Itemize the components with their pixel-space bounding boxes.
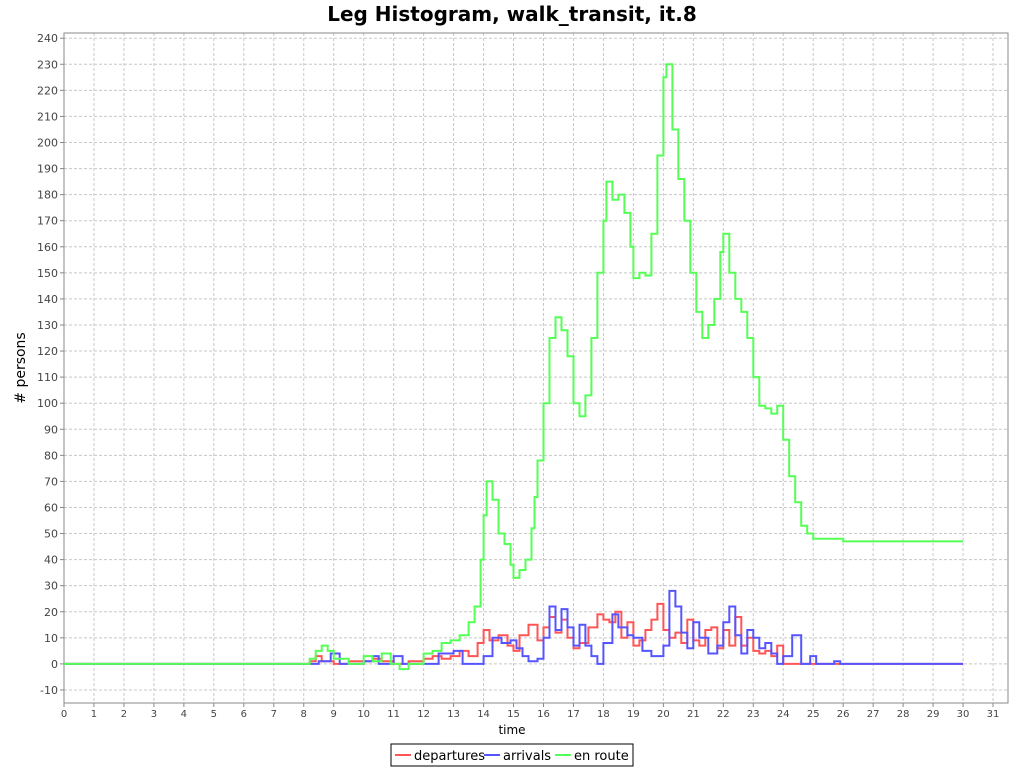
- x-tick-label: 26: [837, 709, 850, 720]
- x-tick-label: 21: [687, 709, 700, 720]
- legend: departures arrivals en route: [390, 743, 634, 767]
- x-tick-label: 17: [567, 709, 580, 720]
- x-tick-label: 1: [91, 709, 97, 720]
- x-tick-label: 8: [301, 709, 307, 720]
- y-tick-label: 80: [44, 449, 58, 462]
- chart-title: Leg Histogram, walk_transit, it.8: [327, 2, 697, 26]
- legend-label: en route: [574, 749, 629, 764]
- x-tick-label: 4: [181, 709, 187, 720]
- axis-ticks: -100102030405060708090100110120130140150…: [37, 32, 999, 720]
- y-tick-label: 70: [44, 475, 58, 488]
- y-tick-label: 210: [37, 110, 58, 123]
- x-tick-label: 16: [537, 709, 550, 720]
- y-tick-label: 40: [44, 554, 58, 567]
- x-tick-label: 15: [507, 709, 520, 720]
- x-tick-label: 5: [211, 709, 217, 720]
- y-tick-label: -10: [40, 684, 58, 697]
- series-line-arrivals: [64, 589, 963, 665]
- series-layer: [64, 63, 963, 671]
- y-tick-label: 130: [37, 319, 58, 332]
- x-tick-label: 12: [417, 709, 430, 720]
- x-tick-label: 14: [477, 709, 490, 720]
- y-tick-label: 170: [37, 215, 58, 228]
- x-tick-label: 9: [331, 709, 337, 720]
- y-tick-label: 180: [37, 189, 58, 202]
- legend-box: [390, 743, 634, 767]
- x-tick-label: 2: [121, 709, 127, 720]
- x-tick-label: 20: [657, 709, 670, 720]
- y-tick-label: 240: [37, 32, 58, 45]
- x-tick-label: 22: [717, 709, 730, 720]
- x-tick-label: 3: [151, 709, 157, 720]
- x-tick-label: 13: [447, 709, 460, 720]
- y-tick-label: 10: [44, 632, 58, 645]
- y-tick-label: 160: [37, 241, 58, 254]
- x-tick-label: 18: [597, 709, 610, 720]
- grid: [63, 33, 1008, 703]
- x-tick-label: 6: [241, 709, 247, 720]
- x-tick-label: 31: [987, 709, 1000, 720]
- y-tick-label: 200: [37, 136, 58, 149]
- x-tick-label: 10: [357, 709, 370, 720]
- legend-label: arrivals: [503, 749, 551, 764]
- x-tick-label: 23: [747, 709, 760, 720]
- y-tick-label: 120: [37, 345, 58, 358]
- x-axis-label: time: [498, 723, 525, 737]
- y-tick-label: 150: [37, 267, 58, 280]
- y-tick-label: 140: [37, 293, 58, 306]
- x-tick-label: 29: [927, 709, 940, 720]
- x-tick-label: 30: [957, 709, 970, 720]
- x-tick-label: 19: [627, 709, 640, 720]
- y-tick-label: 190: [37, 163, 58, 176]
- y-tick-label: 220: [37, 84, 58, 97]
- series-line-en-route: [64, 63, 963, 671]
- y-tick-label: 100: [37, 397, 58, 410]
- y-tick-label: 230: [37, 58, 58, 71]
- x-tick-label: 7: [271, 709, 277, 720]
- x-tick-label: 25: [807, 709, 820, 720]
- plot-area: [63, 32, 1009, 704]
- y-tick-label: 0: [51, 658, 58, 671]
- x-tick-label: 28: [897, 709, 910, 720]
- y-tick-label: 50: [44, 528, 58, 541]
- x-tick-label: 0: [61, 709, 67, 720]
- y-axis-label: # persons: [13, 332, 29, 403]
- y-tick-label: 30: [44, 580, 58, 593]
- x-tick-label: 27: [867, 709, 880, 720]
- x-tick-label: 24: [777, 709, 790, 720]
- y-tick-label: 20: [44, 606, 58, 619]
- x-tick-label: 11: [387, 709, 400, 720]
- y-tick-label: 60: [44, 501, 58, 514]
- y-tick-label: 110: [37, 371, 58, 384]
- legend-label: departures: [414, 749, 485, 764]
- y-tick-label: 90: [44, 423, 58, 436]
